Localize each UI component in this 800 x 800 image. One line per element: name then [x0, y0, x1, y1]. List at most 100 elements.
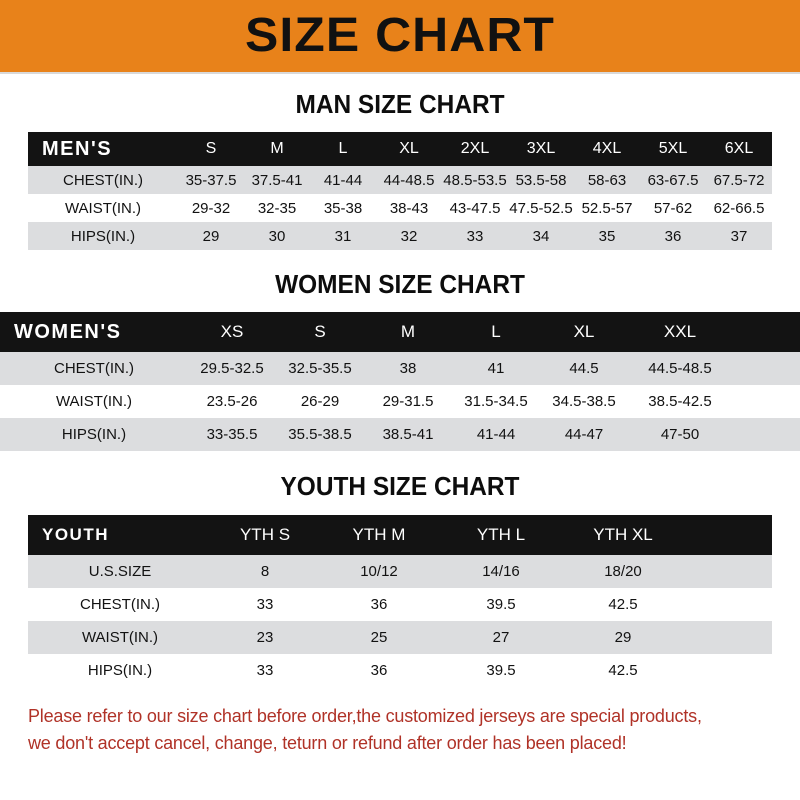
men-waist-m: 32-35: [257, 199, 297, 217]
women-size-header-l: L: [491, 322, 501, 341]
women-hips-s: 35.5-38.5: [288, 426, 352, 443]
women-hips-spacer: [732, 418, 800, 451]
men-table-header-row: MEN'S S M L XL 2XL 3XL 4XL 5XL 6XL: [28, 132, 772, 166]
men-waist-l: 35-38: [323, 199, 363, 217]
table-row: CHEST(IN.) 29.5-32.5 32.5-35.5 38 41 44.…: [0, 352, 800, 385]
men-row-label-hips: HIPS(IN.): [70, 227, 136, 245]
men-hips-xl: 32: [400, 227, 418, 245]
men-hips-m: 30: [268, 227, 286, 245]
youth-size-table: YOUTH YTH S YTH M YTH L YTH XL U.S.SIZE …: [28, 515, 772, 687]
men-chest-xl: 44-48.5: [383, 171, 435, 189]
men-waist-6xl: 62-66.5: [713, 199, 765, 217]
section-title-women: WOMEN SIZE CHART: [275, 269, 525, 299]
women-row-label-chest: CHEST(IN.): [54, 360, 134, 377]
youth-row-label-hips: HIPS(IN.): [87, 662, 153, 679]
men-size-header-xl: XL: [399, 140, 419, 157]
women-size-header-xs: XS: [220, 322, 244, 341]
women-chest-l: 41: [487, 360, 505, 377]
men-size-header-l: L: [338, 140, 348, 157]
table-row: HIPS(IN.) 33-35.5 35.5-38.5 38.5-41 41-4…: [0, 418, 800, 451]
youth-chest-m: 36: [370, 596, 388, 613]
men-hips-l: 31: [334, 227, 352, 245]
table-row: WAIST(IN.) 23.5-26 26-29 29-31.5 31.5-34…: [0, 385, 800, 418]
order-policy-note-line1: Please refer to our size chart before or…: [28, 706, 702, 726]
youth-row-label-waist: WAIST(IN.): [81, 629, 159, 646]
men-waist-2xl: 43-47.5: [449, 199, 501, 217]
women-size-header-xxl: XXL: [663, 322, 697, 341]
women-hips-xs: 33-35.5: [206, 426, 258, 443]
men-hips-s: 29: [202, 227, 220, 245]
section-title-youth: YOUTH SIZE CHART: [280, 471, 520, 501]
women-waist-spacer: [732, 385, 800, 418]
youth-chest-l: 39.5: [486, 596, 516, 613]
women-size-header-s: S: [314, 322, 326, 341]
men-size-header-m: M: [270, 140, 284, 157]
youth-size-header-l: YTH L: [476, 525, 526, 544]
men-chest-5xl: 63-67.5: [647, 171, 699, 189]
women-waist-m: 29-31.5: [382, 393, 434, 410]
men-hips-6xl: 37: [730, 227, 748, 245]
men-row-label-chest: CHEST(IN.): [63, 171, 143, 189]
men-hips-5xl: 36: [664, 227, 682, 245]
order-policy-note: Please refer to our size chart before or…: [0, 703, 800, 757]
order-policy-note-line2: we don't accept cancel, change, teturn o…: [28, 733, 627, 753]
youth-waist-l: 27: [492, 629, 510, 646]
youth-header-spacer: [684, 515, 772, 555]
youth-waist-xl: 29: [614, 629, 632, 646]
women-hips-xxl: 47-50: [660, 426, 700, 443]
men-hips-3xl: 34: [532, 227, 550, 245]
men-chest-2xl: 48.5-53.5: [443, 171, 507, 189]
men-size-table: MEN'S S M L XL 2XL 3XL 4XL 5XL 6XL CHEST…: [28, 132, 772, 250]
table-row: CHEST(IN.) 33 36 39.5 42.5: [28, 588, 772, 621]
women-size-header-m: M: [400, 322, 416, 341]
men-size-header-s: S: [205, 140, 217, 157]
table-row: WAIST(IN.) 23 25 27 29: [28, 621, 772, 654]
women-row-label-hips: HIPS(IN.): [61, 426, 127, 443]
table-row: U.S.SIZE 8 10/12 14/16 18/20: [28, 555, 772, 588]
men-waist-s: 29-32: [191, 199, 231, 217]
table-row: HIPS(IN.) 33 36 39.5 42.5: [28, 654, 772, 687]
women-chest-m: 38: [399, 360, 417, 377]
youth-ussize-m: 10/12: [360, 563, 398, 580]
women-chest-xxl: 44.5-48.5: [648, 360, 712, 377]
men-chest-m: 37.5-41: [251, 171, 303, 189]
youth-ussize-s: 8: [260, 563, 270, 580]
youth-ussize-xl: 18/20: [604, 563, 642, 580]
youth-chest-s: 33: [256, 596, 274, 613]
men-waist-3xl: 47.5-52.5: [509, 199, 573, 217]
table-row: HIPS(IN.) 29 30 31 32 33 34 35 36 37: [28, 222, 772, 250]
youth-waist-spacer: [684, 621, 772, 654]
youth-ussize-l: 14/16: [482, 563, 520, 580]
youth-chest-xl: 42.5: [608, 596, 638, 613]
youth-hips-xl: 42.5: [608, 662, 638, 679]
youth-hips-m: 36: [370, 662, 388, 679]
men-hips-2xl: 33: [466, 227, 484, 245]
men-size-header-5xl: 5XL: [658, 140, 688, 157]
women-waist-l: 31.5-34.5: [464, 393, 528, 410]
women-size-table: WOMEN'S XS S M L XL XXL CHEST(IN.) 29.5-…: [0, 312, 800, 451]
men-category-label: MEN'S: [42, 137, 113, 160]
women-waist-xl: 34.5-38.5: [552, 393, 616, 410]
table-row: CHEST(IN.) 35-37.5 37.5-41 41-44 44-48.5…: [28, 166, 772, 194]
men-chest-l: 41-44: [323, 171, 363, 189]
youth-waist-m: 25: [370, 629, 388, 646]
men-size-header-6xl: 6XL: [724, 140, 754, 157]
men-waist-xl: 38-43: [389, 199, 429, 217]
youth-chest-spacer: [684, 588, 772, 621]
youth-row-label-chest: CHEST(IN.): [80, 596, 160, 613]
men-chest-6xl: 67.5-72: [713, 171, 765, 189]
men-waist-5xl: 57-62: [653, 199, 693, 217]
youth-hips-spacer: [684, 654, 772, 687]
women-waist-xs: 23.5-26: [206, 393, 258, 410]
women-category-label: WOMEN'S: [14, 320, 122, 343]
women-header-spacer: [732, 312, 800, 352]
women-hips-m: 38.5-41: [382, 426, 434, 443]
men-size-header-4xl: 4XL: [592, 140, 622, 157]
men-hips-4xl: 35: [598, 227, 616, 245]
men-row-label-waist: WAIST(IN.): [64, 199, 142, 217]
section-title-man: MAN SIZE CHART: [295, 89, 505, 119]
women-chest-s: 32.5-35.5: [288, 360, 352, 377]
page-banner: SIZE CHART: [0, 0, 800, 74]
women-chest-spacer: [732, 352, 800, 385]
